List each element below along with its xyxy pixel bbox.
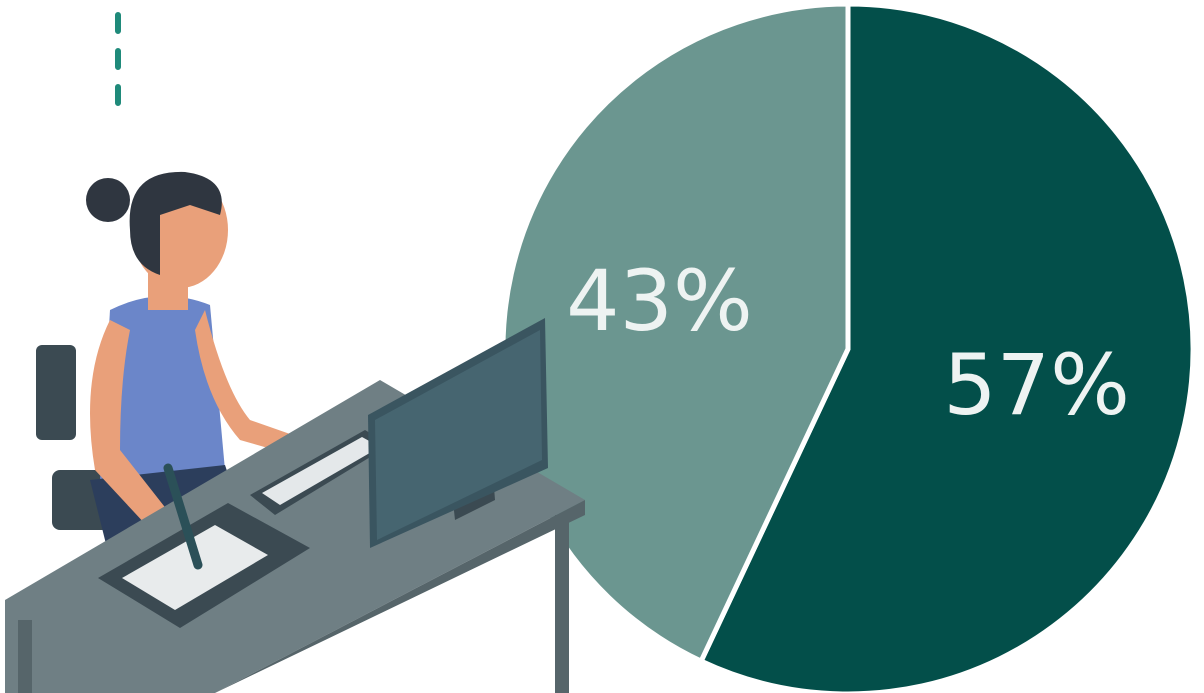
pie-slice [697, 1, 1196, 693]
pie: 57% 43% [500, 1, 1196, 693]
pie-slice [500, 1, 851, 665]
illustration [5, 12, 585, 693]
slice-label: 57% [943, 336, 1130, 434]
slice-label: 43% [566, 252, 753, 350]
